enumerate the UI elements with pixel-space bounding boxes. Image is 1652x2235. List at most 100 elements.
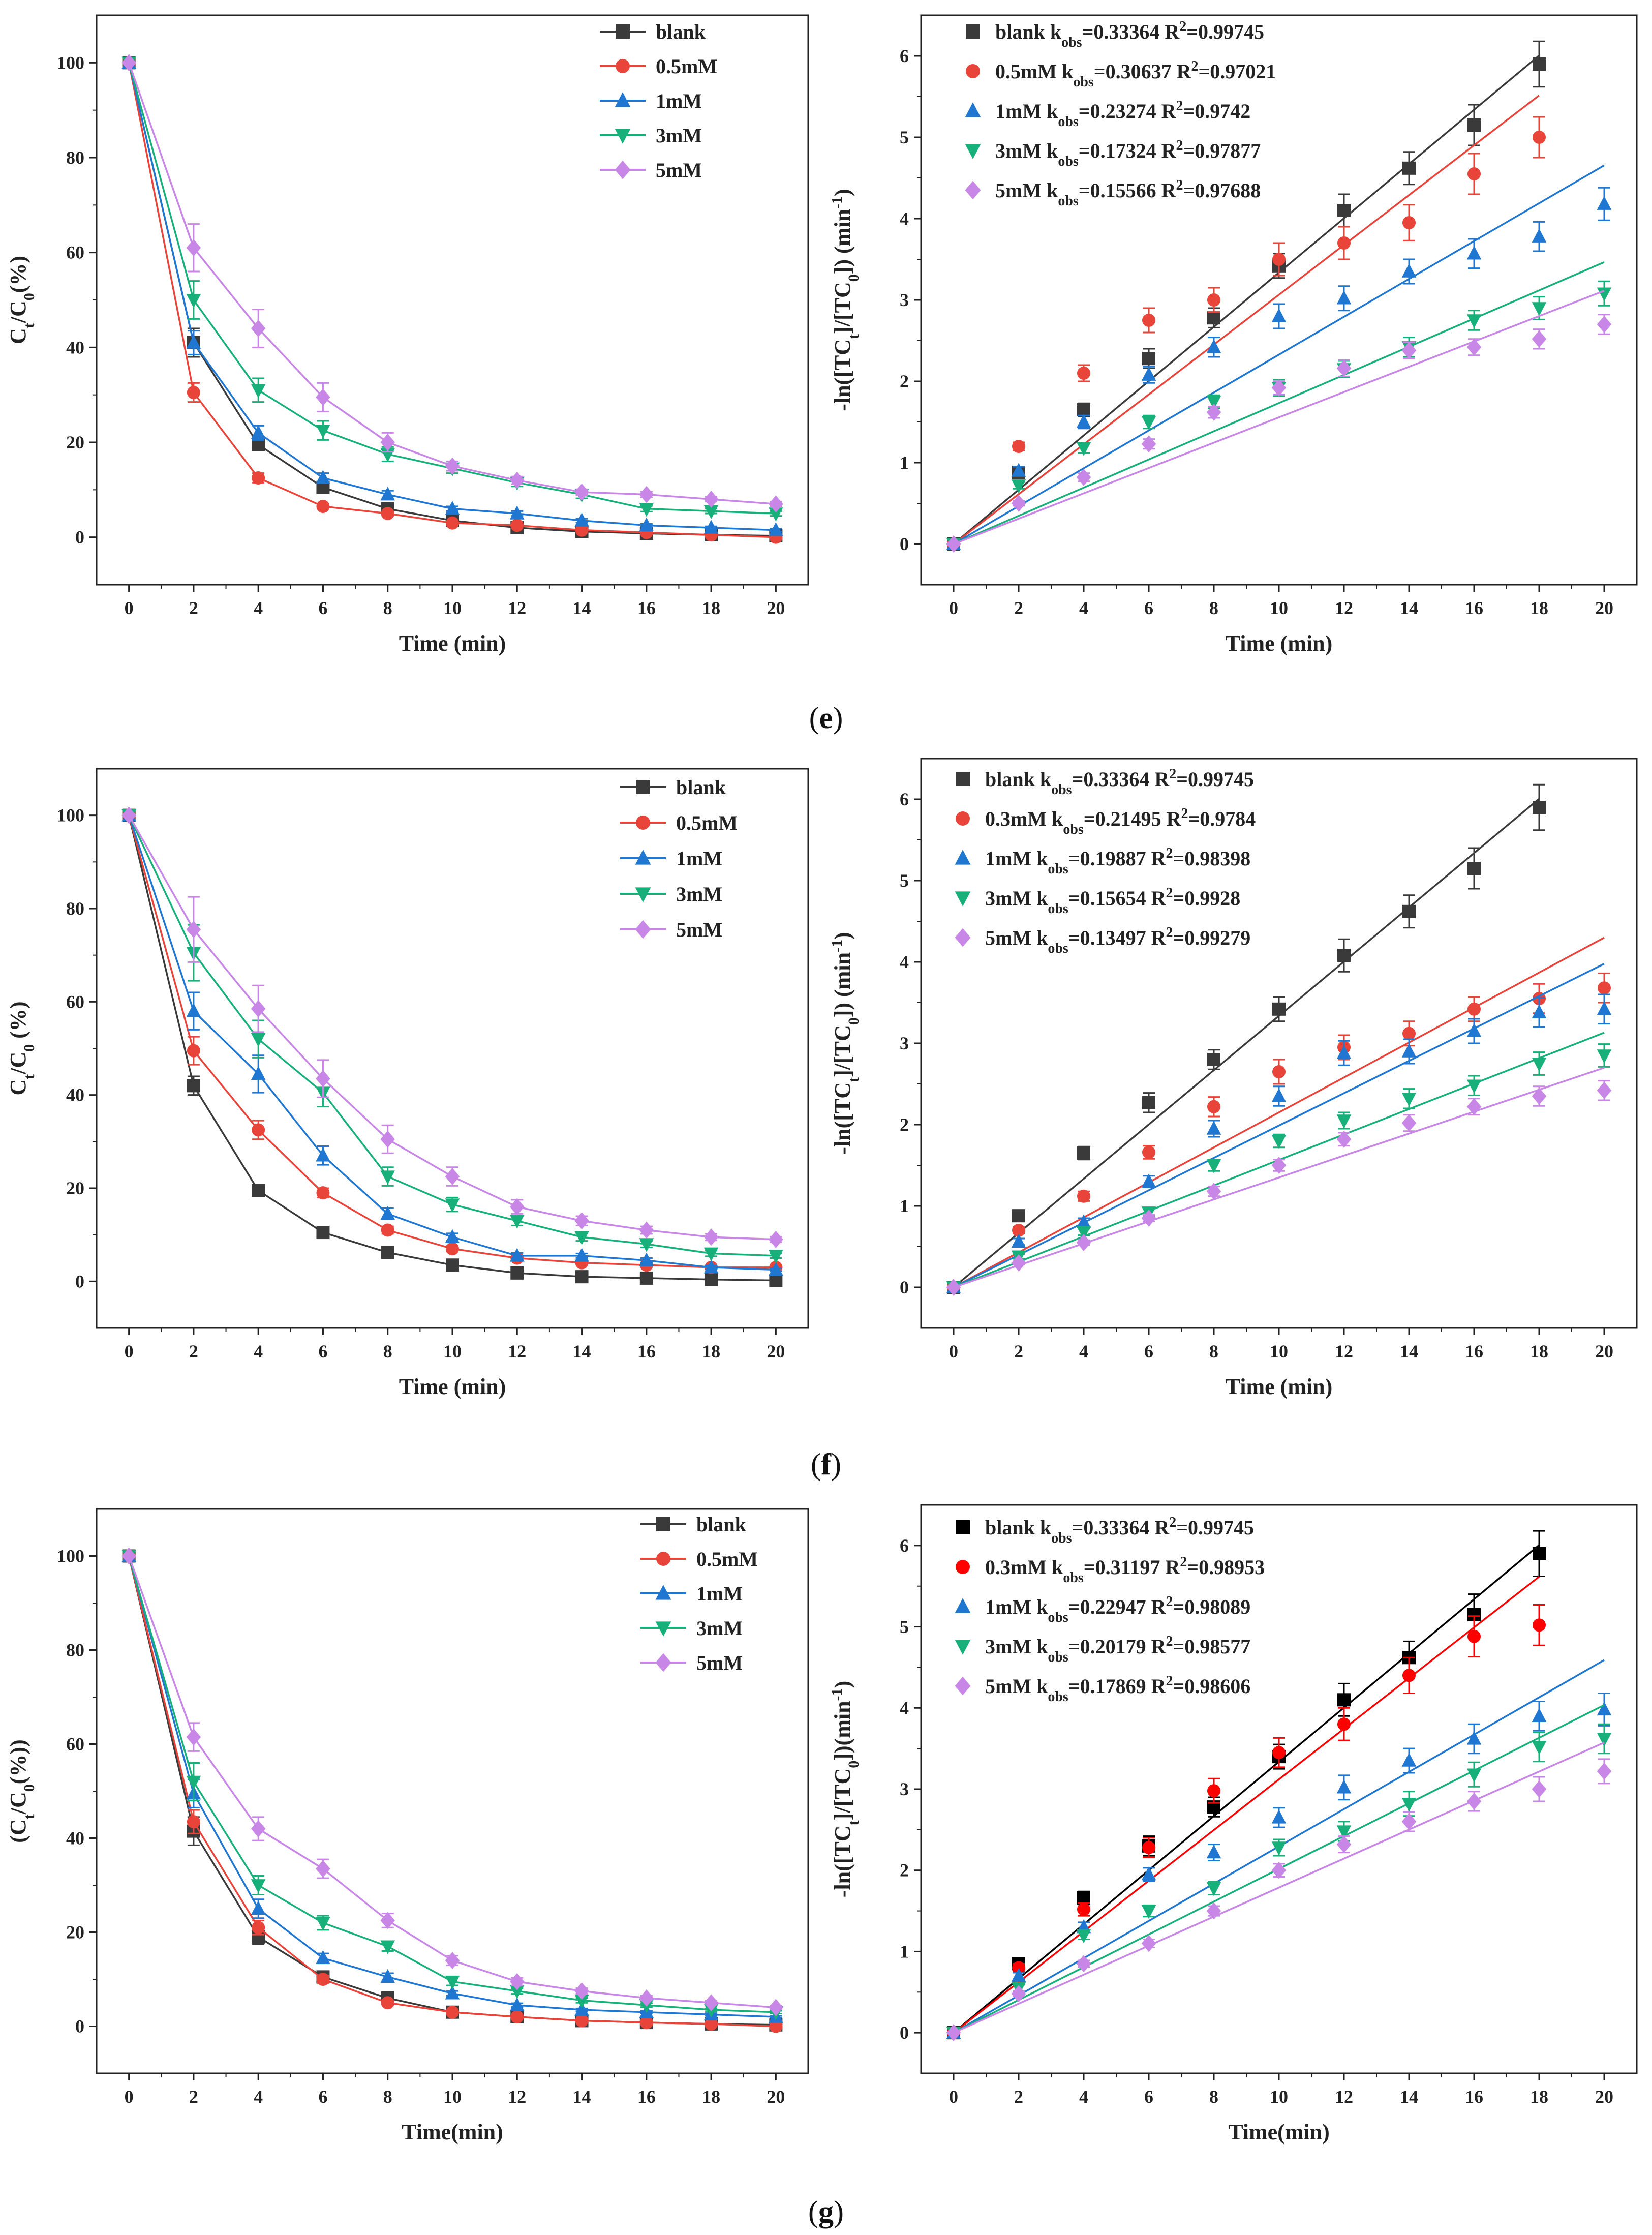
series-5mM: [121, 806, 783, 1248]
data-point: [316, 1917, 330, 1931]
data-point: [380, 434, 395, 451]
legend-label: 1mM: [676, 847, 722, 870]
legend-marker: [955, 1676, 971, 1696]
data-point: [1077, 1146, 1090, 1160]
y-tick-label: 100: [57, 52, 84, 73]
x-tick-label: 4: [1079, 598, 1088, 618]
legend-marker: [956, 811, 970, 826]
legend-item-blank: blank kobs=0.33364 R2=0.99745: [956, 1515, 1254, 1546]
y-tick-label: 60: [66, 243, 84, 263]
legend-marker: [966, 24, 980, 39]
x-tick-label: 14: [573, 598, 591, 618]
data-point: [509, 1248, 525, 1262]
data-point: [316, 1950, 330, 1965]
legend-label: blank: [676, 776, 726, 799]
legend-label: 5mM kobs=0.13497 R2=0.99279: [985, 925, 1250, 956]
fit-line: [953, 261, 1605, 545]
data-point: [703, 491, 719, 508]
data-point: [1141, 416, 1156, 430]
x-tick-label: 20: [1595, 2087, 1613, 2107]
data-point: [575, 523, 589, 537]
legend-item-1mM: 1mM kobs=0.19887 R2=0.98398: [955, 845, 1250, 877]
data-point: [251, 1879, 266, 1893]
fit-line: [953, 1067, 1605, 1288]
legend-item-0.5mM: 0.5mM: [600, 55, 717, 78]
data-point: [705, 2017, 718, 2031]
x-tick-label: 8: [1209, 2087, 1218, 2107]
data-point: [251, 320, 266, 337]
data-point: [946, 535, 961, 553]
y-tick-label: 3: [900, 1033, 909, 1053]
data-point: [510, 519, 524, 532]
data-point: [1597, 1001, 1612, 1015]
data-point: [1336, 1779, 1352, 1794]
legend-marker: [635, 920, 651, 939]
x-tick-label: 8: [1209, 1341, 1218, 1362]
legend-item-blank: blank: [620, 776, 726, 799]
legend-marker: [956, 1560, 970, 1574]
x-tick-label: 16: [637, 598, 656, 618]
legend-label: 0.5mM: [696, 1548, 758, 1570]
data-point: [445, 1198, 460, 1213]
data-point: [1207, 311, 1220, 325]
data-point: [510, 2010, 524, 2023]
y-tick-label: 5: [900, 127, 909, 147]
series-5mM: [946, 290, 1612, 553]
legend-item-1mM: 1mM kobs=0.23274 R2=0.9742: [965, 98, 1250, 130]
data-point: [186, 239, 201, 257]
data-point: [1533, 1547, 1546, 1560]
data-point: [252, 1184, 265, 1197]
y-tick-label: 100: [57, 1546, 84, 1566]
data-point: [1011, 1985, 1026, 2003]
legend-label: 5mM kobs=0.15566 R2=0.97688: [995, 177, 1261, 209]
data-point: [446, 1242, 459, 1256]
data-point: [769, 495, 783, 513]
data-point: [574, 1994, 589, 2009]
y-tick-label: 1: [900, 1941, 909, 1961]
x-tick-label: 12: [1335, 1341, 1353, 1362]
x-tick-label: 8: [383, 598, 392, 618]
data-point: [1467, 862, 1481, 875]
data-point: [252, 1123, 265, 1137]
x-tick-label: 12: [508, 2087, 526, 2107]
legend-item-5mM: 5mM: [620, 918, 722, 941]
data-point: [1337, 204, 1351, 217]
data-point: [186, 1728, 201, 1746]
legend-label: 0.5mM: [656, 55, 717, 78]
data-point: [316, 1186, 330, 1200]
data-point: [121, 806, 136, 824]
legend-marker: [655, 1621, 671, 1637]
data-point: [1012, 1209, 1025, 1223]
x-tick-label: 12: [1335, 598, 1353, 618]
data-point: [1401, 1093, 1417, 1107]
series-1mM: [121, 54, 783, 536]
data-point: [316, 470, 330, 484]
data-point: [703, 505, 719, 519]
data-point: [574, 1212, 589, 1230]
x-tick-label: 20: [767, 598, 785, 618]
data-point: [769, 1274, 783, 1287]
data-point: [380, 1170, 395, 1185]
data-point: [1401, 1798, 1417, 1812]
legend-marker: [655, 1585, 671, 1600]
fit-line: [953, 1741, 1605, 2034]
y-tick-label: 4: [900, 952, 909, 972]
x-tick-label: 10: [1270, 598, 1288, 618]
y-tick-label: 5: [900, 870, 909, 891]
y-tick-label: 20: [66, 432, 84, 452]
legend-item-blank: blank: [600, 20, 706, 43]
x-tick-label: 16: [637, 2087, 656, 2107]
y-tick-label: 2: [900, 371, 909, 391]
legend-marker: [656, 1517, 670, 1531]
x-tick-label: 4: [254, 1341, 263, 1362]
legend-item-5mM: 5mM kobs=0.15566 R2=0.97688: [965, 177, 1261, 209]
data-point: [1141, 1866, 1156, 1881]
legend-label: 3mM kobs=0.17324 R2=0.97877: [995, 138, 1261, 169]
data-point: [252, 471, 265, 485]
legend-marker: [956, 1520, 970, 1534]
legend-marker: [635, 850, 651, 865]
fit-line: [953, 963, 1605, 1288]
data-point: [1206, 1121, 1221, 1135]
legend-label: 3mM: [676, 883, 722, 905]
data-point: [1271, 1157, 1287, 1174]
